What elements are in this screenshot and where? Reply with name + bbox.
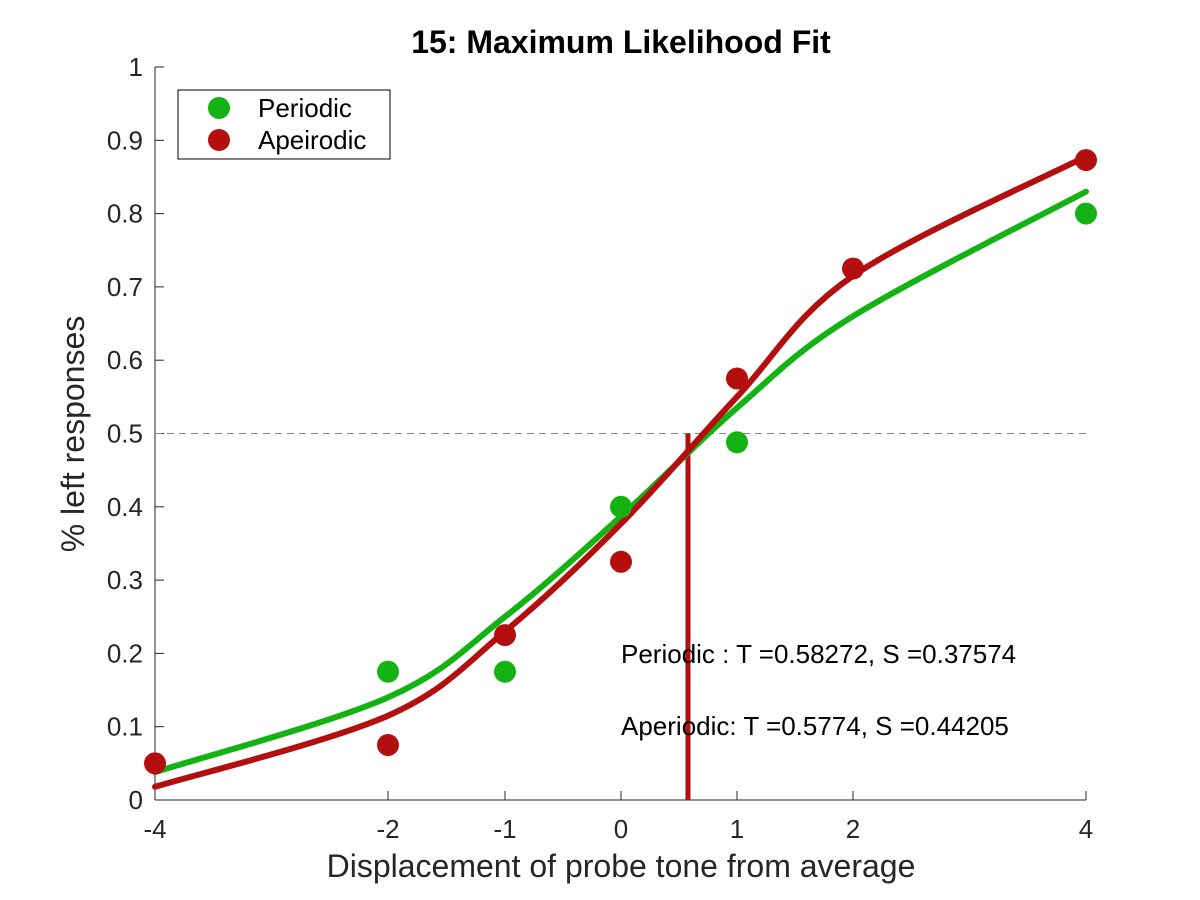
x-tick-label: 4 <box>1079 814 1093 844</box>
point-periodic <box>726 431 748 454</box>
fit-curves <box>152 153 1089 790</box>
y-tick-label: 0.7 <box>107 272 143 302</box>
fit-curve-periodic <box>152 188 1089 776</box>
y-tick-label: 0 <box>129 785 143 815</box>
axes: 0 0.1 0.2 0.3 0.4 0.5 0.6 0.7 0.8 0.9 1 -4 -2 -1 0 1 2 4 <box>107 52 1093 844</box>
point-apeirodic <box>1075 149 1097 172</box>
y-tick-label: 0.8 <box>107 199 143 229</box>
x-tick-label: 1 <box>730 814 744 844</box>
point-apeirodic <box>144 752 166 775</box>
y-tick-label: 0.9 <box>107 125 143 155</box>
y-tick-label: 0.5 <box>107 419 143 449</box>
y-tick-label: 0.3 <box>107 565 143 595</box>
point-periodic <box>494 660 516 683</box>
point-apeirodic <box>610 550 632 573</box>
point-apeirodic <box>842 257 864 280</box>
point-periodic <box>610 495 632 518</box>
legend-label-apeirodic: Apeirodic <box>258 125 366 155</box>
point-periodic <box>1075 202 1097 225</box>
point-apeirodic <box>494 624 516 647</box>
annotation-periodic: Periodic : T =0.58272, S =0.37574 <box>621 639 1016 669</box>
legend: Periodic Apeirodic <box>177 89 391 160</box>
legend-label-periodic: Periodic <box>258 93 352 123</box>
y-axis-label: % left responses <box>55 316 91 553</box>
legend-marker-apeirodic <box>208 129 230 151</box>
y-tick-label: 1 <box>129 52 143 82</box>
point-periodic <box>377 660 399 683</box>
y-tick-label: 0.1 <box>107 712 143 742</box>
fit-annotations: Periodic : T =0.58272, S =0.37574 Aperio… <box>621 639 1016 741</box>
y-tick-label: 0.6 <box>107 345 143 375</box>
legend-marker-periodic <box>208 97 230 119</box>
x-tick-label: 2 <box>846 814 860 844</box>
x-tick-label: 0 <box>614 814 628 844</box>
fit-curve-apeirodic <box>152 153 1089 790</box>
x-tick-label: -2 <box>376 814 399 844</box>
chart-title: 15: Maximum Likelihood Fit <box>411 24 831 60</box>
point-apeirodic <box>726 367 748 390</box>
point-apeirodic <box>377 734 399 757</box>
y-tick-label: 0.2 <box>107 638 143 668</box>
annotation-aperiodic: Aperiodic: T =0.5774, S =0.44205 <box>621 711 1009 741</box>
x-tick-label: -1 <box>493 814 516 844</box>
x-tick-label: -4 <box>143 814 166 844</box>
data-points <box>144 149 1097 775</box>
x-axis-label: Displacement of probe tone from average <box>327 848 916 884</box>
reference-lines <box>155 433 1086 800</box>
y-tick-label: 0.4 <box>107 492 143 522</box>
